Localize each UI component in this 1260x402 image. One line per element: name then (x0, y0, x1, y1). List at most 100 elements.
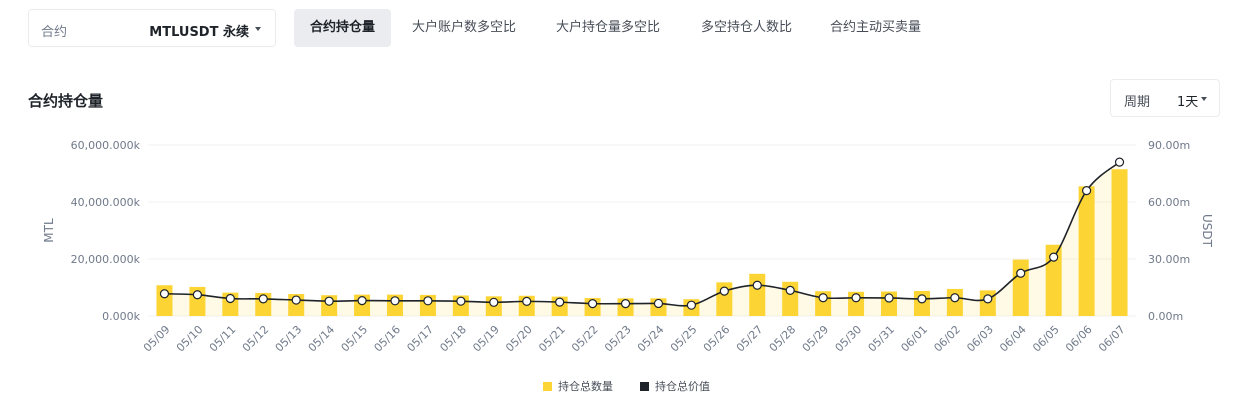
line-point (258, 294, 268, 304)
line-point (1016, 268, 1026, 278)
legend-item-quantity[interactable]: 持仓总数量 (543, 378, 613, 394)
tab-taker-buy-sell-volume[interactable]: 合约主动买卖量 (830, 20, 922, 35)
contract-value: MTLUSDT 永续 (149, 25, 249, 40)
x-tick-label: 05/23 (602, 323, 634, 355)
x-tick-label: 05/28 (767, 323, 799, 355)
bar (1078, 186, 1095, 316)
contract-selector[interactable]: 合约 MTLUSDT 永续 (28, 9, 276, 47)
line-point (1114, 157, 1125, 167)
x-tick-label: 06/03 (964, 323, 996, 355)
line-point (686, 300, 697, 310)
x-tick-label: 05/20 (503, 323, 535, 355)
bar (1111, 169, 1128, 316)
period-label: 周期 (1124, 95, 1151, 110)
left-tick-label: 0.000k (102, 310, 140, 323)
x-tick-label: 05/19 (470, 323, 502, 355)
line-point (917, 294, 927, 304)
line-point (851, 293, 861, 303)
line-point (719, 286, 729, 296)
period-selector[interactable]: 周期 1天 (1110, 79, 1220, 117)
x-tick-label: 05/09 (141, 323, 173, 355)
legend: 持仓总数量 持仓总价值 (0, 378, 1260, 394)
right-tick-label: 0.00m (1148, 310, 1183, 323)
bar-series (156, 169, 1128, 316)
x-tick-label: 06/04 (997, 323, 1029, 355)
line-point (192, 290, 202, 300)
line-point (390, 296, 400, 306)
top-bar: 合约 MTLUSDT 永续 合约持仓量 大户账户数多空比 大户持仓量多空比 多空… (28, 9, 1248, 49)
line-point (456, 296, 466, 306)
line-point (1049, 252, 1059, 262)
left-tick-label: 60,000.000k (71, 139, 141, 152)
x-tick-label: 05/11 (207, 323, 239, 355)
x-tick-label: 05/13 (273, 323, 305, 355)
line-point (1081, 185, 1092, 196)
line-point (423, 296, 433, 306)
line-point (785, 285, 795, 295)
x-tick-label: 05/21 (536, 323, 568, 355)
line-area (164, 162, 1120, 316)
chart-title: 合约持仓量 (28, 92, 104, 110)
x-tick-label: 05/15 (339, 323, 371, 355)
line-point (653, 298, 664, 309)
legend-label-quantity: 持仓总数量 (558, 380, 613, 393)
line-point (489, 297, 499, 307)
x-tick-label: 05/18 (437, 323, 469, 355)
right-tick-label: 30.00m (1148, 253, 1190, 266)
bar (1045, 244, 1062, 316)
x-tick-label: 05/24 (635, 323, 667, 355)
axes: 0.000k 0.00m 20,000.000k 30.00m 40,000.000k 6… (42, 139, 1214, 355)
grid-lines (148, 144, 1136, 317)
tab-top-trader-positions-ratio[interactable]: 大户持仓量多空比 (556, 20, 661, 35)
left-tick-label: 20,000.000k (71, 253, 141, 266)
legend-swatch-black (640, 382, 649, 391)
x-tick-label: 05/12 (240, 323, 272, 355)
legend-swatch-yellow (543, 382, 552, 391)
line-point (818, 293, 828, 303)
x-tick-label: 05/31 (866, 323, 898, 355)
contract-label: 合约 (41, 25, 68, 40)
series-line (164, 161, 1121, 307)
right-tick-label: 90.00m (1148, 139, 1190, 152)
x-tick-label: 06/05 (1030, 323, 1062, 355)
x-tick-label: 05/16 (372, 323, 404, 355)
x-tick-label: 05/26 (701, 323, 733, 355)
line-point (620, 299, 631, 309)
line-point (752, 280, 762, 290)
chevron-down-icon (255, 27, 261, 31)
line-point (225, 293, 235, 304)
line-point (884, 293, 894, 303)
x-tick-label: 05/29 (800, 323, 832, 355)
x-tick-label: 05/22 (569, 323, 601, 355)
x-tick-label: 05/25 (668, 323, 700, 355)
line-series (159, 157, 1125, 316)
x-tick-label: 05/17 (404, 323, 436, 355)
right-tick-label: 60.00m (1148, 196, 1190, 209)
tab-top-trader-accounts-ratio[interactable]: 大户账户数多空比 (412, 20, 517, 35)
legend-item-value[interactable]: 持仓总价值 (640, 378, 710, 394)
x-tick-label: 06/06 (1063, 323, 1095, 355)
chevron-down-icon (1201, 97, 1207, 101)
line-point (159, 289, 170, 299)
tab-long-short-ratio[interactable]: 多空持仓人数比 (701, 20, 793, 35)
x-tick-label: 06/07 (1096, 323, 1128, 355)
line-point (555, 297, 565, 307)
x-tick-label: 05/30 (833, 323, 865, 355)
line-point (587, 299, 598, 309)
x-tick-label: 05/14 (306, 323, 338, 355)
line-point (357, 296, 367, 306)
x-tick-label: 06/01 (898, 323, 930, 355)
left-tick-label: 40,000.000k (71, 196, 141, 209)
x-tick-label: 05/10 (174, 323, 206, 355)
line-point (983, 294, 993, 304)
tab-open-interest[interactable]: 合约持仓量 (294, 9, 392, 47)
line-point (291, 295, 301, 305)
period-value: 1天 (1177, 95, 1199, 110)
line-point (324, 296, 334, 306)
line-point (950, 293, 960, 303)
legend-label-value: 持仓总价值 (655, 380, 710, 393)
line-point (522, 296, 532, 306)
right-axis-label: USDT (1200, 214, 1214, 248)
open-interest-chart: 0.000k 0.00m 20,000.000k 30.00m 40,000.000k 6… (42, 139, 1214, 355)
left-axis-label: MTL (42, 218, 56, 243)
